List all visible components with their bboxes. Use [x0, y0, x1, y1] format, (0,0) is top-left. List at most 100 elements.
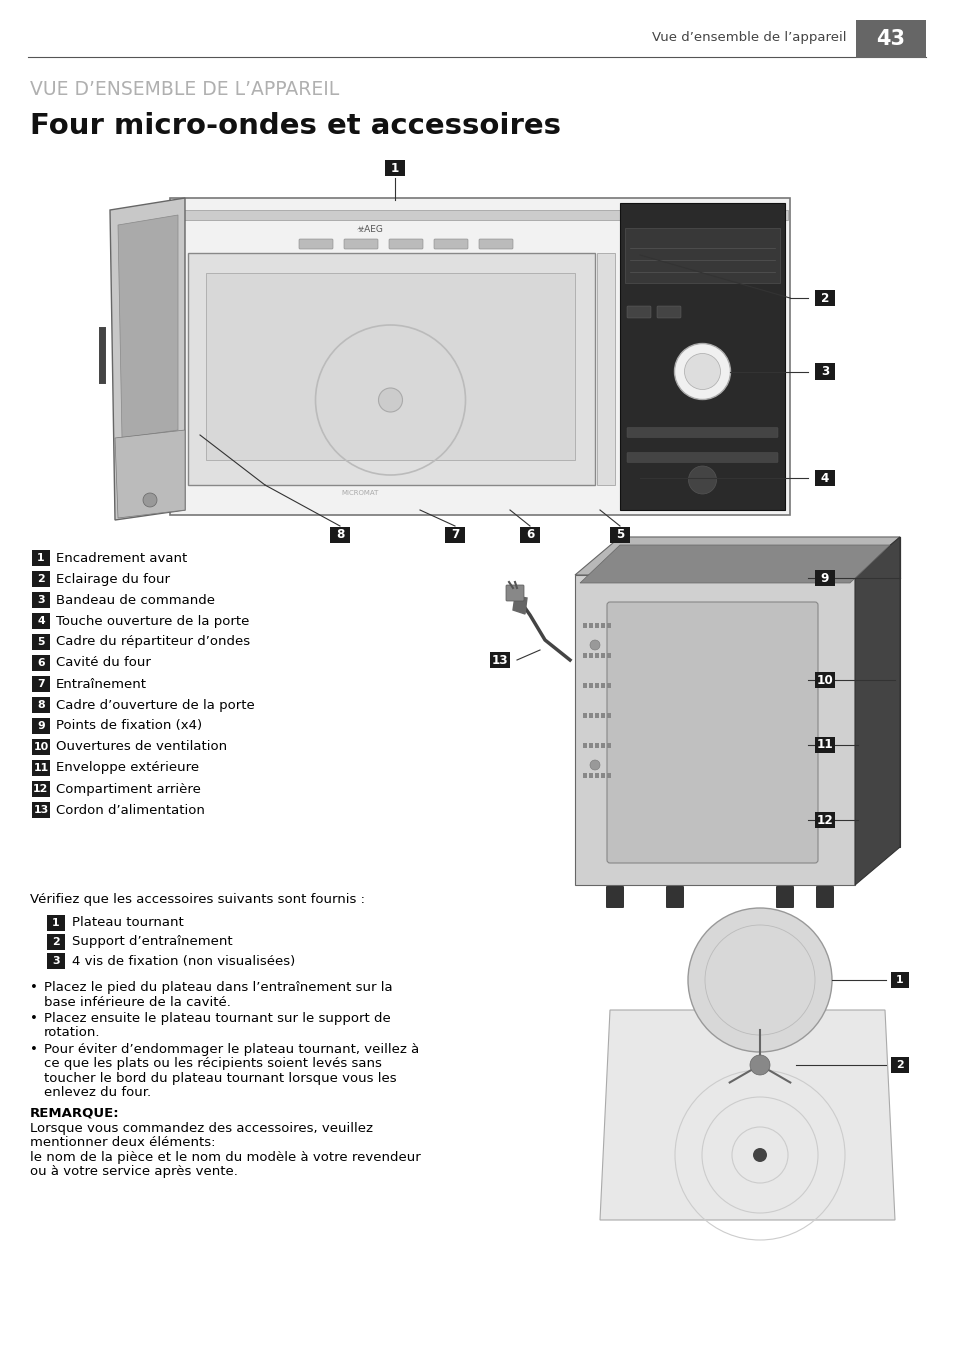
Text: 11: 11 — [33, 764, 49, 773]
FancyBboxPatch shape — [478, 240, 513, 249]
Text: 12: 12 — [816, 814, 833, 826]
Text: 7: 7 — [451, 528, 458, 542]
Text: VUE D’ENSEMBLE DE L’APPAREIL: VUE D’ENSEMBLE DE L’APPAREIL — [30, 80, 339, 99]
Text: mentionner deux éléments:: mentionner deux éléments: — [30, 1136, 215, 1150]
FancyBboxPatch shape — [890, 1057, 908, 1072]
Text: 3: 3 — [37, 594, 45, 605]
FancyBboxPatch shape — [606, 623, 610, 628]
Text: REMARQUE:: REMARQUE: — [30, 1106, 119, 1118]
FancyBboxPatch shape — [657, 306, 680, 318]
FancyBboxPatch shape — [626, 306, 650, 318]
FancyBboxPatch shape — [298, 240, 333, 249]
FancyBboxPatch shape — [595, 682, 598, 688]
FancyBboxPatch shape — [595, 773, 598, 779]
FancyBboxPatch shape — [582, 714, 586, 718]
Text: le nom de la pièce et le nom du modèle à votre revendeur: le nom de la pièce et le nom du modèle à… — [30, 1151, 420, 1164]
Text: 4: 4 — [820, 471, 828, 485]
FancyBboxPatch shape — [619, 203, 784, 510]
Polygon shape — [513, 596, 526, 613]
FancyBboxPatch shape — [32, 676, 50, 692]
Text: 12: 12 — [33, 784, 49, 793]
Text: 6: 6 — [525, 528, 534, 542]
FancyBboxPatch shape — [606, 773, 610, 779]
FancyBboxPatch shape — [385, 160, 404, 176]
Text: Lorsque vous commandez des accessoires, veuillez: Lorsque vous commandez des accessoires, … — [30, 1122, 373, 1135]
Text: 1: 1 — [391, 161, 398, 175]
Text: 6: 6 — [37, 658, 45, 668]
FancyBboxPatch shape — [595, 653, 598, 658]
Text: Compartiment arrière: Compartiment arrière — [56, 783, 201, 796]
FancyBboxPatch shape — [47, 934, 65, 949]
Text: 8: 8 — [37, 700, 45, 709]
Text: ☣AEG: ☣AEG — [356, 226, 383, 234]
FancyBboxPatch shape — [815, 363, 834, 380]
FancyBboxPatch shape — [815, 672, 834, 688]
FancyBboxPatch shape — [815, 737, 834, 753]
FancyBboxPatch shape — [47, 953, 65, 968]
FancyBboxPatch shape — [600, 714, 604, 718]
Text: Encadrement avant: Encadrement avant — [56, 551, 187, 565]
Text: Placez le pied du plateau dans l’entraînement sur la: Placez le pied du plateau dans l’entraîn… — [44, 982, 393, 994]
Text: 11: 11 — [816, 738, 833, 751]
Text: 3: 3 — [52, 956, 60, 965]
Text: 13: 13 — [33, 806, 49, 815]
FancyBboxPatch shape — [588, 743, 593, 747]
Polygon shape — [579, 546, 889, 584]
Circle shape — [752, 1148, 766, 1162]
FancyBboxPatch shape — [588, 714, 593, 718]
Polygon shape — [575, 538, 899, 575]
FancyBboxPatch shape — [582, 623, 586, 628]
Text: 1: 1 — [52, 918, 60, 927]
Text: 9: 9 — [820, 571, 828, 585]
Text: Pour éviter d’endommager le plateau tournant, veillez à: Pour éviter d’endommager le plateau tour… — [44, 1043, 418, 1056]
Text: Cordon d’alimentation: Cordon d’alimentation — [56, 803, 205, 816]
FancyBboxPatch shape — [815, 886, 833, 909]
Circle shape — [589, 640, 599, 650]
Text: Ouvertures de ventilation: Ouvertures de ventilation — [56, 741, 227, 753]
Text: base inférieure de la cavité.: base inférieure de la cavité. — [44, 995, 231, 1009]
Text: ou à votre service après vente.: ou à votre service après vente. — [30, 1166, 237, 1178]
Text: 2: 2 — [37, 574, 45, 584]
Circle shape — [589, 760, 599, 770]
FancyBboxPatch shape — [588, 682, 593, 688]
Circle shape — [378, 389, 402, 412]
FancyBboxPatch shape — [582, 653, 586, 658]
Text: 13: 13 — [491, 654, 508, 666]
FancyBboxPatch shape — [206, 274, 575, 460]
Text: Cavité du four: Cavité du four — [56, 657, 151, 669]
FancyBboxPatch shape — [519, 527, 539, 543]
FancyBboxPatch shape — [582, 682, 586, 688]
FancyBboxPatch shape — [815, 290, 834, 306]
Text: Entraînement: Entraînement — [56, 677, 147, 691]
FancyBboxPatch shape — [600, 653, 604, 658]
Text: 5: 5 — [616, 528, 623, 542]
Text: ce que les plats ou les récipients soient levés sans: ce que les plats ou les récipients soien… — [44, 1057, 381, 1071]
FancyBboxPatch shape — [505, 585, 523, 601]
FancyBboxPatch shape — [344, 240, 377, 249]
FancyBboxPatch shape — [172, 210, 787, 219]
FancyBboxPatch shape — [32, 761, 50, 776]
FancyBboxPatch shape — [32, 781, 50, 796]
FancyBboxPatch shape — [582, 743, 586, 747]
Polygon shape — [110, 198, 185, 520]
Text: Cadre du répartiteur d’ondes: Cadre du répartiteur d’ondes — [56, 635, 250, 649]
Text: •: • — [30, 1043, 38, 1056]
Circle shape — [143, 493, 157, 506]
FancyBboxPatch shape — [434, 240, 468, 249]
FancyBboxPatch shape — [32, 634, 50, 650]
Circle shape — [749, 1055, 769, 1075]
Text: Enveloppe extérieure: Enveloppe extérieure — [56, 761, 199, 774]
FancyBboxPatch shape — [890, 972, 908, 987]
FancyBboxPatch shape — [606, 714, 610, 718]
Text: 8: 8 — [335, 528, 344, 542]
Text: Points de fixation (x4): Points de fixation (x4) — [56, 719, 202, 733]
FancyBboxPatch shape — [665, 886, 683, 909]
Text: Plateau tournant: Plateau tournant — [71, 917, 184, 929]
Text: 10: 10 — [33, 742, 49, 751]
FancyBboxPatch shape — [595, 743, 598, 747]
FancyBboxPatch shape — [606, 653, 610, 658]
Text: 3: 3 — [820, 366, 828, 378]
FancyBboxPatch shape — [32, 719, 50, 734]
FancyBboxPatch shape — [600, 682, 604, 688]
Text: 9: 9 — [37, 720, 45, 731]
